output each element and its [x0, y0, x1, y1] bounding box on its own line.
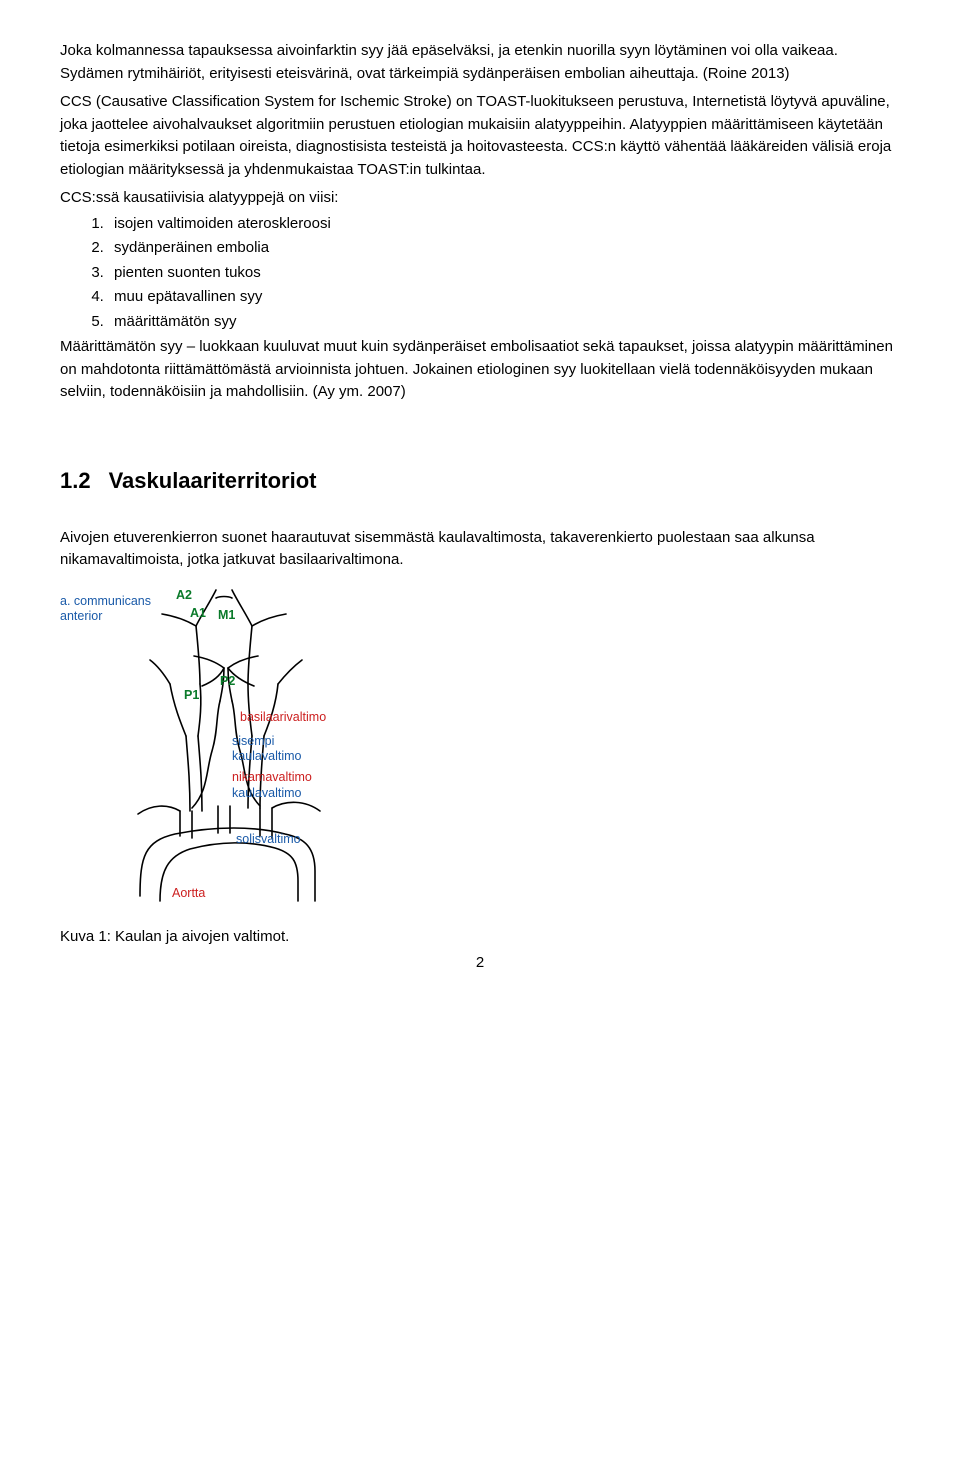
- label-basilaari: basilaarivaltimo: [240, 710, 326, 725]
- label-kaulavaltimo: kaulavaltimo: [232, 786, 301, 801]
- label-p2: P2: [220, 674, 235, 689]
- label-m1: M1: [218, 608, 235, 623]
- list-item: pienten suonten tukos: [108, 262, 900, 285]
- label-nikamavaltimo: nikamavaltimo: [232, 770, 312, 785]
- paragraph-3: Määrittämätön syy – luokkaan kuuluvat mu…: [60, 336, 900, 404]
- list-item: määrittämätön syy: [108, 311, 900, 334]
- paragraph-4: Aivojen etuverenkierron suonet haarautuv…: [60, 527, 900, 572]
- figure-arteries: a. communicansanterior A2 A1 M1 P2 P1 ba…: [60, 586, 390, 916]
- paragraph-2: CCS (Causative Classification System for…: [60, 91, 900, 181]
- label-a-communicans: a. communicansanterior: [60, 594, 151, 624]
- label-a2: A2: [176, 588, 192, 603]
- label-aortta: Aortta: [172, 886, 205, 901]
- list-item: muu epätavallinen syy: [108, 286, 900, 309]
- list-item: sydänperäinen embolia: [108, 237, 900, 260]
- section-heading: 1.2 Vaskulaariterritoriot: [60, 464, 900, 497]
- ccs-subtype-intro: CCS:ssä kausatiivisia alatyyppejä on vii…: [60, 187, 900, 210]
- label-sisempi-kaulavaltimo: sisempikaulavaltimo: [232, 734, 301, 764]
- page-number: 2: [60, 952, 900, 975]
- figure-caption: Kuva 1: Kaulan ja aivojen valtimot.: [60, 926, 900, 949]
- heading-number: 1.2: [60, 468, 91, 493]
- list-item: isojen valtimoiden ateroskleroosi: [108, 213, 900, 236]
- label-p1: P1: [184, 688, 199, 703]
- paragraph-1: Joka kolmannessa tapauksessa aivoinfarkt…: [60, 40, 900, 85]
- heading-text: Vaskulaariterritoriot: [109, 468, 317, 493]
- ccs-subtype-list: isojen valtimoiden ateroskleroosi sydänp…: [60, 213, 900, 334]
- label-solisvaltimo: solisvaltimo: [236, 832, 301, 847]
- label-a1: A1: [190, 606, 206, 621]
